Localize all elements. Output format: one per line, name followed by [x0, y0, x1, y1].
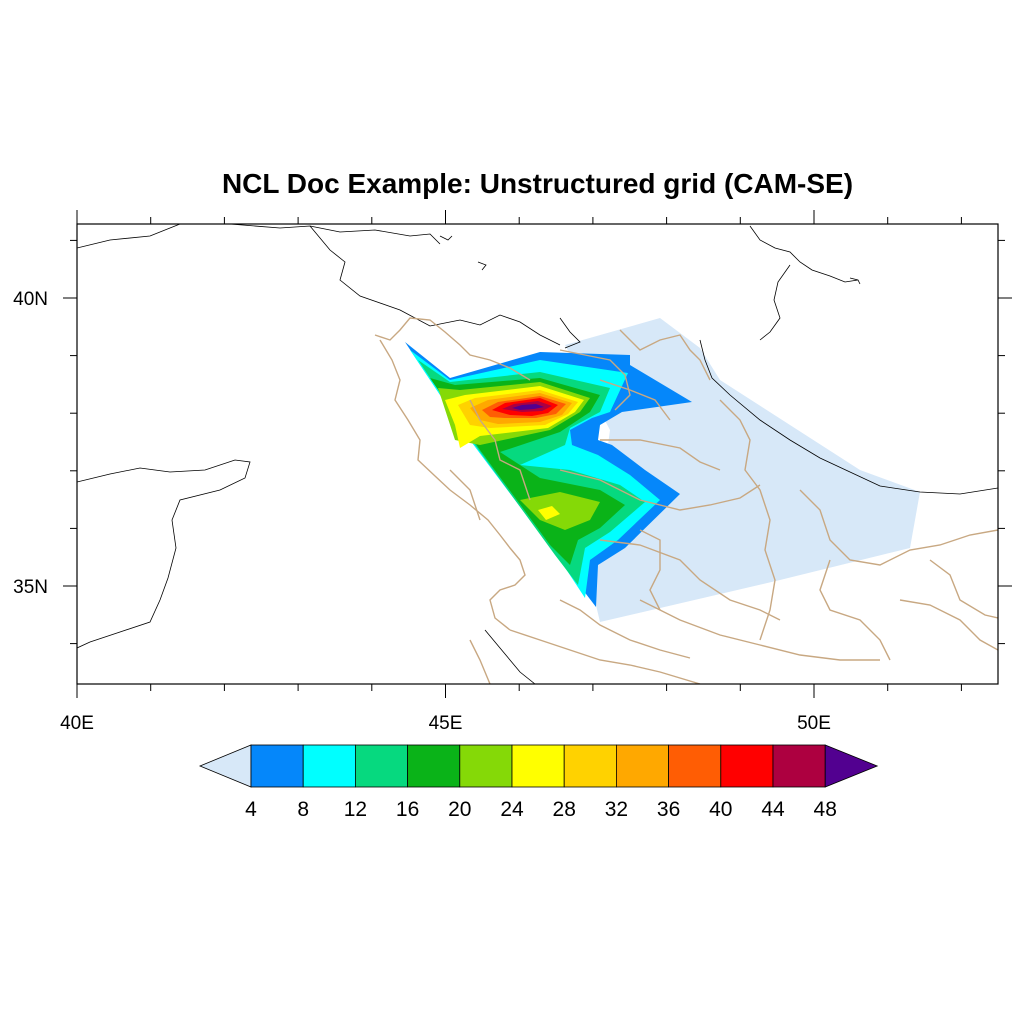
- colorbar-label: 4: [245, 798, 257, 821]
- country-border-black: [309, 225, 561, 346]
- colorbar-label: 28: [553, 798, 576, 821]
- colorbar-box: [302, 744, 356, 788]
- red-sea-gulf: [484, 629, 536, 684]
- border-armenia: [559, 349, 631, 411]
- axis-tick-labels: 40E 45E 50E 35N 40N: [13, 289, 831, 734]
- border-iran-provinces-4: [639, 599, 880, 661]
- border-iran-provinces-6: [799, 489, 998, 566]
- contour-fills: [405, 318, 920, 622]
- colorbar-box: [563, 744, 617, 788]
- plot-title: NCL Doc Example: Unstructured grid (CAM-…: [221, 168, 854, 199]
- border-iraq-iran: [379, 339, 526, 631]
- colorbar: 4 8 12 16 20 24 28 32 36 40 44 48: [198, 744, 879, 821]
- colorbar-under-triangle: [198, 744, 252, 788]
- colorbar-label: 32: [605, 798, 628, 821]
- colorbar-box: [459, 744, 513, 788]
- border-iran-provinces-3: [599, 539, 781, 621]
- colorbar-label: 20: [448, 798, 471, 821]
- inland-lakes: [439, 235, 861, 285]
- colorbar-box: [720, 744, 774, 788]
- colorbar-box: [668, 744, 722, 788]
- y-tick-label: 35N: [13, 577, 48, 598]
- axis-ticks: [63, 210, 1012, 698]
- colorbar-label: 40: [709, 798, 732, 821]
- x-tick-label: 45E: [429, 713, 463, 734]
- coastlines: [77, 224, 998, 684]
- caspian-south-coast: [699, 339, 998, 495]
- colorbar-label: 24: [500, 798, 524, 821]
- black-sea-coast: [77, 224, 441, 249]
- border-iran-provinces-5: [719, 399, 776, 641]
- x-tick-label: 50E: [797, 713, 831, 734]
- mediterranean-coast: [77, 459, 251, 649]
- y-tick-label: 40N: [13, 289, 48, 310]
- colorbar-over-triangle: [824, 744, 879, 788]
- border-south: [509, 629, 701, 684]
- border-iran-provinces-8: [929, 559, 998, 619]
- colorbar-box: [407, 744, 461, 788]
- political-boundaries: [374, 317, 998, 684]
- contour-band-20-24b: [520, 492, 600, 530]
- colorbar-label: 36: [657, 798, 680, 821]
- colorbar-label: 44: [761, 798, 785, 821]
- lake-shore: [559, 317, 581, 349]
- border-turkey-iran: [374, 317, 531, 381]
- border-iran-provinces-2: [559, 469, 761, 511]
- map-frame: [76, 223, 999, 685]
- colorbar-box: [772, 744, 826, 788]
- contour-band-24-28b: [538, 506, 560, 520]
- colorbar-label: 48: [814, 798, 837, 821]
- border-iran-provinces-11: [599, 379, 671, 421]
- border-iraq-provinces: [449, 399, 531, 521]
- border-iran-provinces-10: [559, 599, 691, 659]
- border-azerbaijan: [619, 329, 711, 381]
- colorbar-box: [511, 744, 565, 788]
- map-content: [77, 224, 998, 684]
- border-east: [899, 599, 998, 651]
- caucasus-coast: [749, 225, 859, 283]
- colorbar-label: 8: [297, 798, 309, 821]
- colorbar-box: [250, 744, 304, 788]
- border-iran-provinces-7: [819, 559, 891, 661]
- colorbar-box: [616, 744, 670, 788]
- caspian-west-coast: [759, 264, 791, 341]
- contour-band-48-plus: [512, 404, 544, 410]
- colorbar-label: 16: [396, 798, 419, 821]
- border-gulf: [469, 639, 491, 684]
- colorbar-label: 12: [344, 798, 367, 821]
- colorbar-box: [354, 744, 408, 788]
- border-iran-provinces-1: [600, 439, 721, 471]
- border-iran-provinces-9: [639, 529, 661, 611]
- x-tick-label: 40E: [60, 713, 94, 734]
